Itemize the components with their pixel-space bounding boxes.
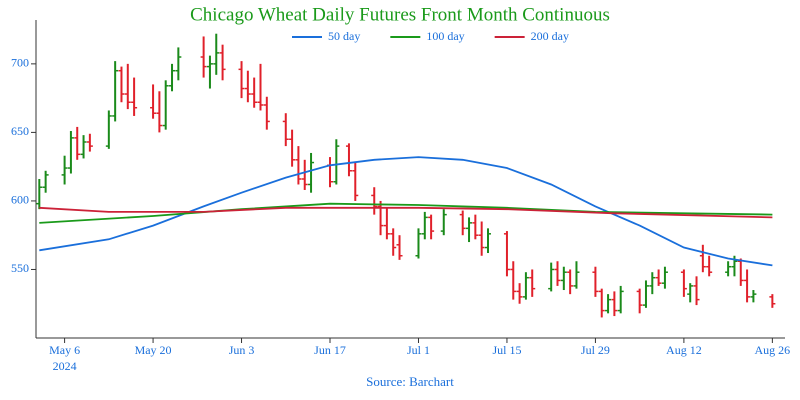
- moving-average-line: [39, 206, 773, 219]
- moving-average-line: [39, 202, 773, 224]
- y-tick-label: 600: [11, 193, 29, 207]
- x-tick-label: May 6: [49, 343, 80, 357]
- y-tick-label: 550: [11, 261, 29, 275]
- x-tick-label: May 20: [135, 343, 172, 357]
- x-tick-label: Jul 15: [492, 343, 521, 357]
- legend-label: 100 day: [426, 29, 464, 43]
- x-tick-label: Aug 26: [755, 343, 791, 357]
- x-tick-label: Jun 17: [314, 343, 346, 357]
- x-year-label: 2024: [53, 359, 77, 373]
- y-tick-label: 700: [11, 56, 29, 70]
- x-tick-label: Aug 12: [666, 343, 702, 357]
- legend-label: 50 day: [328, 29, 360, 43]
- legend-label: 200 day: [531, 29, 569, 43]
- source: Source: Barchart: [366, 374, 454, 389]
- y-tick-label: 650: [11, 124, 29, 138]
- chart-title: Chicago Wheat Daily Futures Front Month …: [190, 4, 610, 25]
- x-tick-label: Jul 29: [581, 343, 610, 357]
- x-tick-label: Jun 3: [229, 343, 255, 357]
- x-tick-label: Jul 1: [407, 343, 430, 357]
